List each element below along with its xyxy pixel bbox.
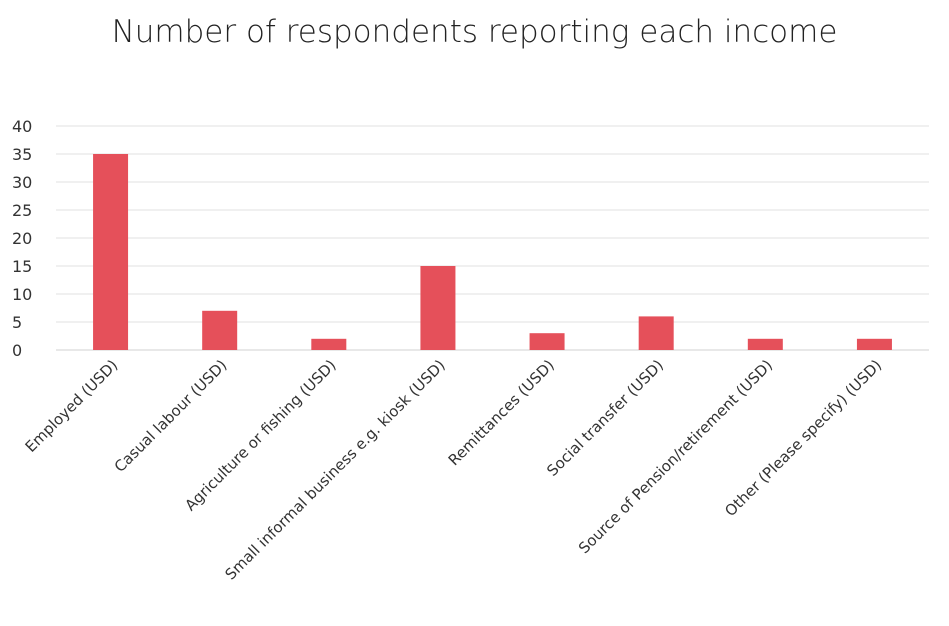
y-tick-label: 25 (12, 201, 32, 220)
x-tick-label: Remittances (USD) (445, 356, 558, 469)
bar (747, 338, 783, 350)
y-tick-label: 40 (12, 117, 32, 136)
bar (420, 266, 456, 350)
y-tick-label: 0 (12, 341, 22, 360)
y-tick-label: 10 (12, 285, 32, 304)
bar (856, 338, 892, 350)
y-tick-label: 5 (12, 313, 22, 332)
bar (93, 154, 129, 350)
x-tick-label: Source of Pension/retirement (USD) (575, 356, 776, 557)
bar (202, 310, 238, 350)
y-tick-label: 20 (12, 229, 32, 248)
chart-title: Number of respondents reporting each inc… (111, 14, 838, 50)
x-tick-label: Employed (USD) (22, 356, 122, 456)
bar (638, 316, 674, 350)
bar (529, 333, 565, 350)
bar (311, 338, 347, 350)
x-tick-label: Social transfer (USD) (543, 356, 667, 480)
y-tick-label: 15 (12, 257, 32, 276)
x-tick-label: Casual labour (USD) (111, 356, 231, 476)
x-tick-label: Small informal business e.g. kiosk (USD) (221, 356, 448, 583)
y-tick-label: 30 (12, 173, 32, 192)
y-tick-label: 35 (12, 145, 32, 164)
